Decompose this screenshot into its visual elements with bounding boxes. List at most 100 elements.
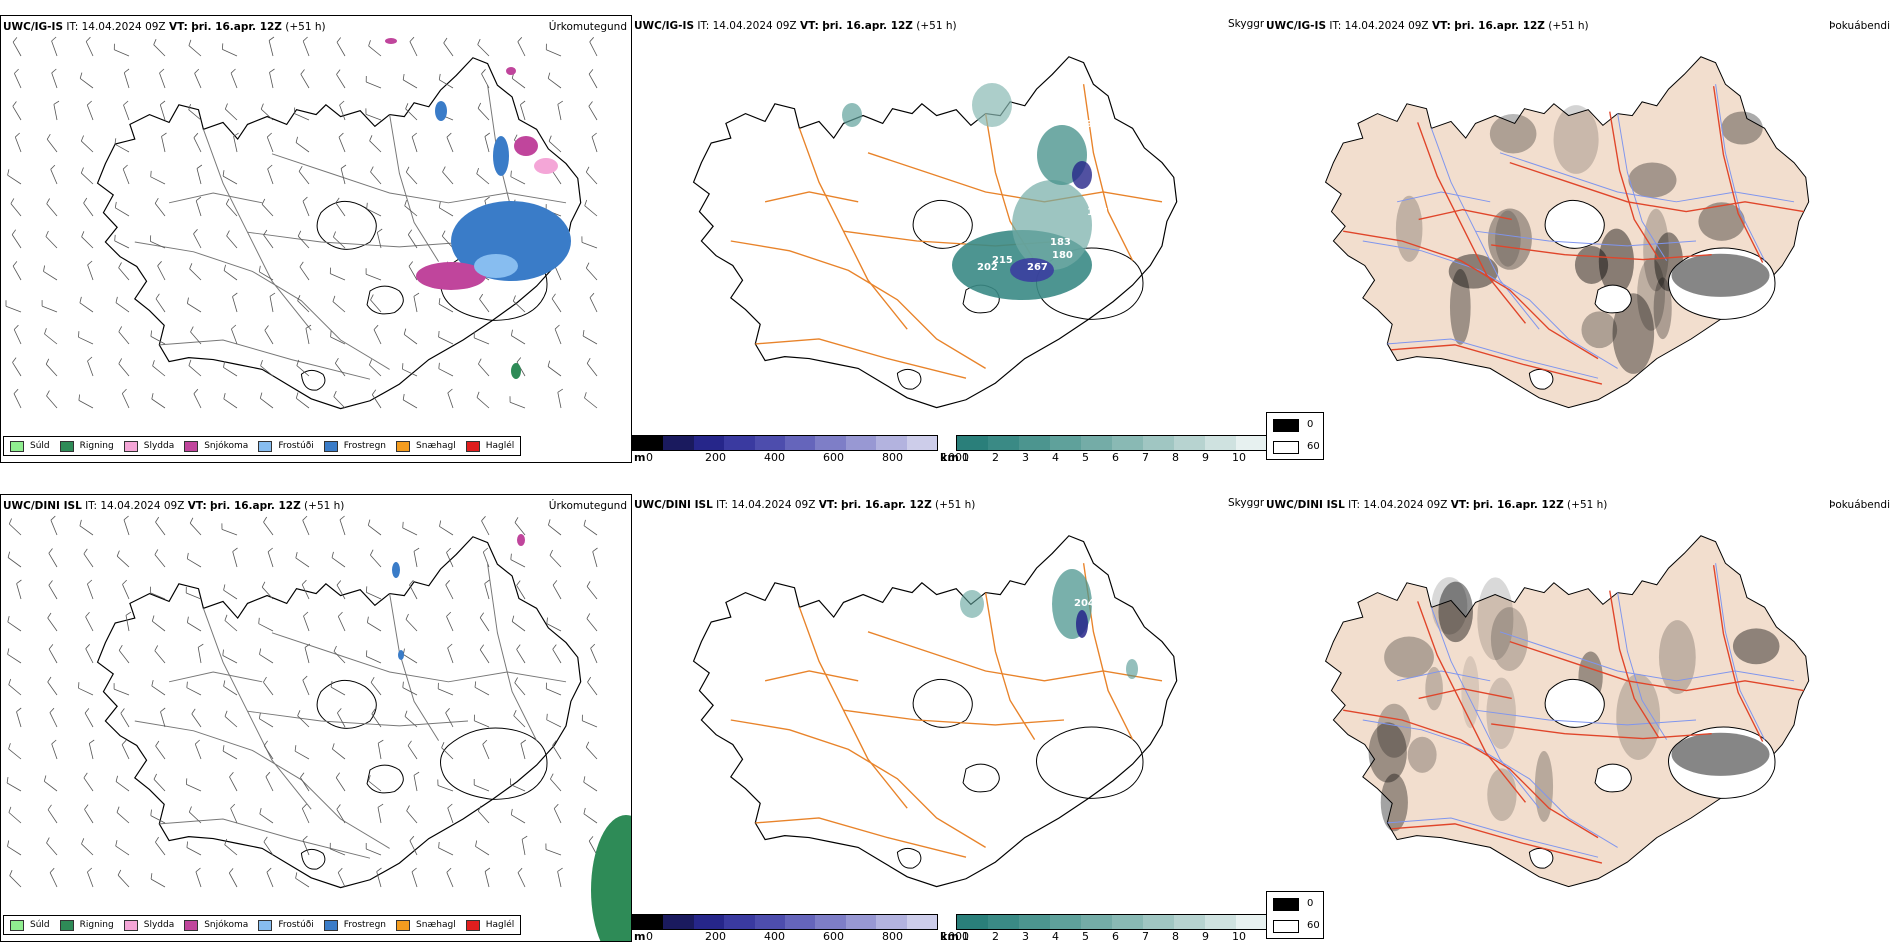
panel-label: Skyggni xyxy=(1228,18,1264,30)
map-area xyxy=(1324,535,1810,888)
panel-title: UWC/IG-IS IT: 14.04.2024 09Z VT: þri. 16… xyxy=(634,20,957,32)
colorbar-tick: 6 xyxy=(1112,930,1119,943)
colorbar-tick: 1 xyxy=(962,930,969,943)
colorbar-tick: 3 xyxy=(1022,451,1029,464)
colorbar-tick: 0 xyxy=(646,930,653,943)
colorbar-tick: 7 xyxy=(1142,451,1149,464)
colorbar-tick: 0 xyxy=(646,451,653,464)
legend-swatch xyxy=(258,440,273,452)
legend-swatch xyxy=(396,919,411,931)
map-area xyxy=(6,515,631,941)
fog-legend-label: 0 xyxy=(1307,898,1314,909)
legend-label: Frostregn xyxy=(343,441,387,451)
colorbar-tick: 1 xyxy=(962,451,969,464)
legend-item: Haglél xyxy=(465,919,514,931)
visibility-point-label: 267 xyxy=(1027,262,1048,273)
legend-item: Haglél xyxy=(465,440,515,452)
legend-label: Frostúði xyxy=(278,920,314,930)
precip-type-legend: Súld Rigning Slydda Snjókoma Frostúði Frostre… xyxy=(3,915,522,935)
visibility-point-label: 202 xyxy=(977,262,998,273)
colorbar-tick: 400 xyxy=(764,451,785,464)
fog-legend-label: 60 xyxy=(1307,441,1320,452)
visibility-point-label: 177 xyxy=(1087,207,1108,218)
panel-label: Úrkomutegund xyxy=(548,500,627,512)
colorbar-unit: m xyxy=(634,930,646,943)
visibility-panel-bottom: UWC/DINI ISL IT: 14.04.2024 09Z VT: þri.… xyxy=(632,494,1264,942)
legend-label: Snæhagl xyxy=(416,441,456,451)
panel-label: Skyggni xyxy=(1228,497,1264,509)
panel-label: Þokuábendi xyxy=(1829,20,1890,32)
colorbar-tick: 6 xyxy=(1112,451,1119,464)
colorbar-tick: 200 xyxy=(705,451,726,464)
panel-title: UWC/IG-IS IT: 14.04.2024 09Z VT: þri. 16… xyxy=(3,21,326,33)
map-area xyxy=(1324,56,1810,409)
visibility-point-label: 215 xyxy=(992,255,1013,266)
fog-legend-bottom: 0 60 xyxy=(1266,891,1324,939)
legend-swatch xyxy=(59,919,74,931)
colorbar-tick: 2 xyxy=(992,451,999,464)
legend-swatch xyxy=(323,440,338,452)
visibility-km-colorbar-top xyxy=(956,435,1268,451)
legend-item: Frostúði xyxy=(258,919,314,931)
colorbar-tick: 800 xyxy=(882,451,903,464)
legend-item: Rigning xyxy=(59,919,114,931)
legend-label: Frostúði xyxy=(278,441,314,451)
colorbar-tick: 8 xyxy=(1172,451,1179,464)
map-area: 204 xyxy=(692,535,1178,888)
legend-label: Súld xyxy=(30,920,50,930)
legend-label: Snjókoma xyxy=(204,920,249,930)
colorbar-tick: 400 xyxy=(764,930,785,943)
legend-item: Snjókoma xyxy=(184,919,249,931)
colorbar-tick: 600 xyxy=(823,930,844,943)
colorbar-tick: 7 xyxy=(1142,930,1149,943)
panel-title: UWC/DINI ISL IT: 14.04.2024 09Z VT: þri.… xyxy=(1266,499,1608,511)
legend-label: Súld xyxy=(30,441,50,451)
fog-legend-label: 0 xyxy=(1307,419,1314,430)
fog-panel-top: UWC/IG-IS IT: 14.04.2024 09Z VT: þri. 16… xyxy=(1264,15,1900,463)
legend-swatch xyxy=(123,919,138,931)
panel-title: UWC/IG-IS IT: 14.04.2024 09Z VT: þri. 16… xyxy=(1266,20,1589,32)
colorbar-unit: km xyxy=(940,930,959,943)
fog-legend-top: 0 60 xyxy=(1266,412,1324,460)
legend-swatch xyxy=(59,440,74,452)
colorbar-tick: 3 xyxy=(1022,930,1029,943)
legend-item: Frostregn xyxy=(323,919,386,931)
visibility-panel-top: UWC/IG-IS IT: 14.04.2024 09Z VT: þri. 16… xyxy=(632,15,1264,463)
visibility-point-label: 229 xyxy=(1072,119,1093,130)
legend-item: Frostregn xyxy=(323,440,387,452)
map-area xyxy=(5,36,598,410)
legend-item: Súld xyxy=(10,919,50,931)
precip-type-legend: Súld Rigning Slydda Snjókoma Frostúði Frostre… xyxy=(3,436,522,456)
legend-swatch xyxy=(258,919,273,931)
legend-label: Haglél xyxy=(485,441,515,451)
legend-swatch xyxy=(465,919,480,931)
fog-legend-swatch xyxy=(1273,898,1299,911)
visibility-point-label: 180 xyxy=(1052,250,1073,261)
colorbar-tick: 5 xyxy=(1082,451,1089,464)
colorbar-unit: m xyxy=(634,451,646,464)
legend-swatch xyxy=(323,919,338,931)
colorbar-tick: 9 xyxy=(1202,930,1209,943)
visibility-point-label: 204 xyxy=(1074,598,1095,609)
legend-item: Snæhagl xyxy=(396,919,456,931)
legend-item: Slydda xyxy=(123,919,174,931)
fog-legend-label: 60 xyxy=(1307,920,1320,931)
colorbar-tick: 9 xyxy=(1202,451,1209,464)
legend-item: Súld xyxy=(10,440,50,452)
colorbar-tick: 10 xyxy=(1232,451,1246,464)
precip-type-panel-bottom: UWC/DINI ISL IT: 14.04.2024 09Z VT: þri.… xyxy=(0,494,632,942)
colorbar-tick: 4 xyxy=(1052,451,1059,464)
fog-legend-swatch xyxy=(1273,441,1299,454)
colorbar-tick: 4 xyxy=(1052,930,1059,943)
legend-label: Snæhagl xyxy=(416,920,456,930)
fog-legend-swatch xyxy=(1273,419,1299,432)
legend-label: Slydda xyxy=(143,441,175,451)
legend-item: Snjókoma xyxy=(184,440,248,452)
legend-item: Snæhagl xyxy=(396,440,456,452)
colorbar-tick: 5 xyxy=(1082,930,1089,943)
legend-label: Rigning xyxy=(79,441,114,451)
legend-swatch xyxy=(465,440,480,452)
colorbar-tick: 200 xyxy=(705,930,726,943)
legend-swatch xyxy=(123,440,138,452)
colorbar-tick: 1000 xyxy=(941,451,969,464)
